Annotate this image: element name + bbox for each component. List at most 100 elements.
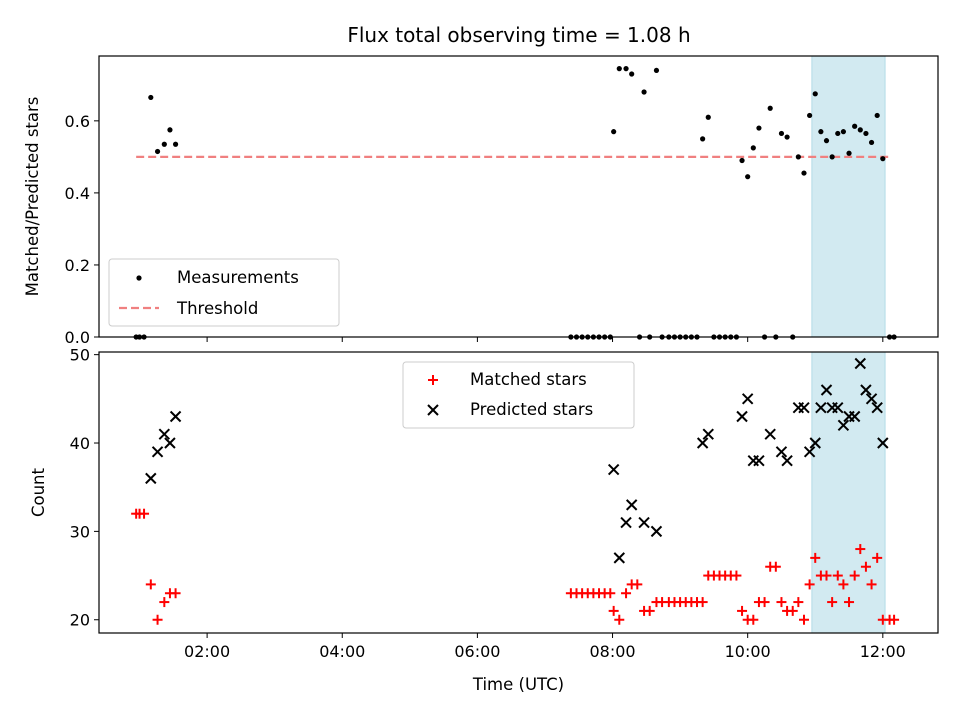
legend-threshold-label: Threshold <box>176 299 258 318</box>
measurement-point <box>846 150 852 156</box>
measurement-point <box>784 134 790 140</box>
measurement-point <box>868 139 875 146</box>
measurement-point <box>148 94 154 101</box>
bottom-y-axis-label: Count <box>29 467 48 517</box>
legend-predicted-label: Predicted stars <box>470 400 593 419</box>
matched-star-point <box>844 597 855 608</box>
predicted-star-point <box>832 401 844 414</box>
x-tick-label: 06:00 <box>454 642 500 661</box>
matched-star-point <box>621 588 632 599</box>
measurement-point <box>629 71 635 77</box>
measurement-point <box>154 148 161 155</box>
matched-star-point <box>644 605 655 616</box>
predicted-star-point <box>638 516 650 529</box>
bottom-legend-box <box>402 361 635 429</box>
matched-star-point <box>776 597 787 608</box>
matched-star-point <box>632 579 643 590</box>
bottom-y-tick-label: 50 <box>70 346 90 365</box>
matched-star-point <box>759 597 770 608</box>
matched-star-point <box>731 570 742 581</box>
matched-star-point <box>614 614 625 625</box>
measurement-point <box>880 156 886 162</box>
measurement-point <box>823 138 830 144</box>
matched-star-point <box>697 597 708 608</box>
measurement-point <box>700 136 706 142</box>
measurement-point <box>641 89 647 95</box>
matched-star-point <box>838 579 849 590</box>
predicted-star-point <box>169 410 182 423</box>
matched-star-point <box>787 605 798 616</box>
matched-star-point <box>810 552 821 563</box>
measurement-point <box>745 174 751 180</box>
matched-star-point <box>608 605 619 616</box>
measurement-point <box>835 130 841 137</box>
matched-star-point <box>889 614 900 625</box>
top-highlight-band <box>811 55 886 338</box>
matched-star-point <box>821 570 832 581</box>
top-panel: 0.0 0.2 0.4 0.6 Matched/Predicted stars Mea… <box>23 55 939 347</box>
predicted-star-point <box>803 446 816 458</box>
chart-title: Flux total observing time = 1.08 h <box>347 23 690 47</box>
measurement-point <box>857 127 863 133</box>
top-y-tick-label: 0.2 <box>65 256 90 275</box>
x-tick-label: 04:00 <box>319 642 365 661</box>
matched-star-point <box>737 605 748 616</box>
legend-predicted-marker <box>427 404 439 416</box>
predicted-star-point <box>860 384 872 396</box>
measurement-point <box>795 154 801 160</box>
measurement-point <box>653 67 660 74</box>
measurement-point <box>167 127 173 133</box>
predicted-star-point <box>151 446 164 458</box>
legend-matched-label: Matched stars <box>470 370 587 389</box>
predicted-star-point <box>798 401 810 414</box>
measurement-point <box>756 125 762 131</box>
predicted-star-point <box>158 428 171 440</box>
top-y-tick-label: 0.4 <box>65 184 90 203</box>
measurement-point <box>611 129 617 135</box>
predicted-star-point <box>613 552 625 564</box>
matched-star-point <box>139 508 150 519</box>
predicted-star-point <box>854 357 867 370</box>
predicted-star-point <box>815 401 827 414</box>
bottom-y-tick-label: 20 <box>70 611 90 630</box>
x-tick-label: 10:00 <box>725 642 771 661</box>
matched-star-point <box>832 570 843 581</box>
bottom-y-tick-label: 40 <box>70 434 90 453</box>
matched-star-point <box>804 579 815 590</box>
measurement-point <box>874 112 880 119</box>
x-tick-label: 02:00 <box>184 642 230 661</box>
predicted-star-point <box>809 437 821 449</box>
measurement-point <box>829 154 835 160</box>
matched-star-point <box>827 597 838 608</box>
predicted-star-point <box>820 384 833 396</box>
predicted-star-point <box>620 516 632 529</box>
predicted-star-point <box>696 437 709 449</box>
measurement-point <box>739 157 745 164</box>
predicted-star-point <box>848 410 861 423</box>
matched-star-point <box>855 544 866 555</box>
predicted-star-point <box>781 454 793 467</box>
measurement-point <box>172 141 179 147</box>
predicted-star-point <box>145 472 157 485</box>
matched-star-point <box>605 588 616 599</box>
predicted-star-point <box>607 463 620 476</box>
bottom-y-tick-label: 30 <box>70 522 90 541</box>
legend-matched-marker <box>428 375 438 385</box>
matched-star-point <box>145 579 156 590</box>
matched-star-point <box>159 597 170 608</box>
measurement-point <box>840 129 847 135</box>
measurement-point <box>807 112 813 119</box>
predicted-star-point <box>871 401 883 414</box>
bottom-legend: Matched stars Predicted stars <box>402 361 635 429</box>
top-legend: Measurements Threshold <box>108 258 340 327</box>
x-axis-label: Time (UTC) <box>472 675 564 694</box>
predicted-star-point <box>164 437 176 449</box>
top-y-tick-label: 0.6 <box>65 112 90 131</box>
predicted-star-point <box>753 454 765 467</box>
measurement-point <box>161 141 167 147</box>
predicted-star-point <box>736 410 748 423</box>
top-y-axis-label: Matched/Predicted stars <box>23 97 42 297</box>
measurement-point <box>616 66 622 72</box>
